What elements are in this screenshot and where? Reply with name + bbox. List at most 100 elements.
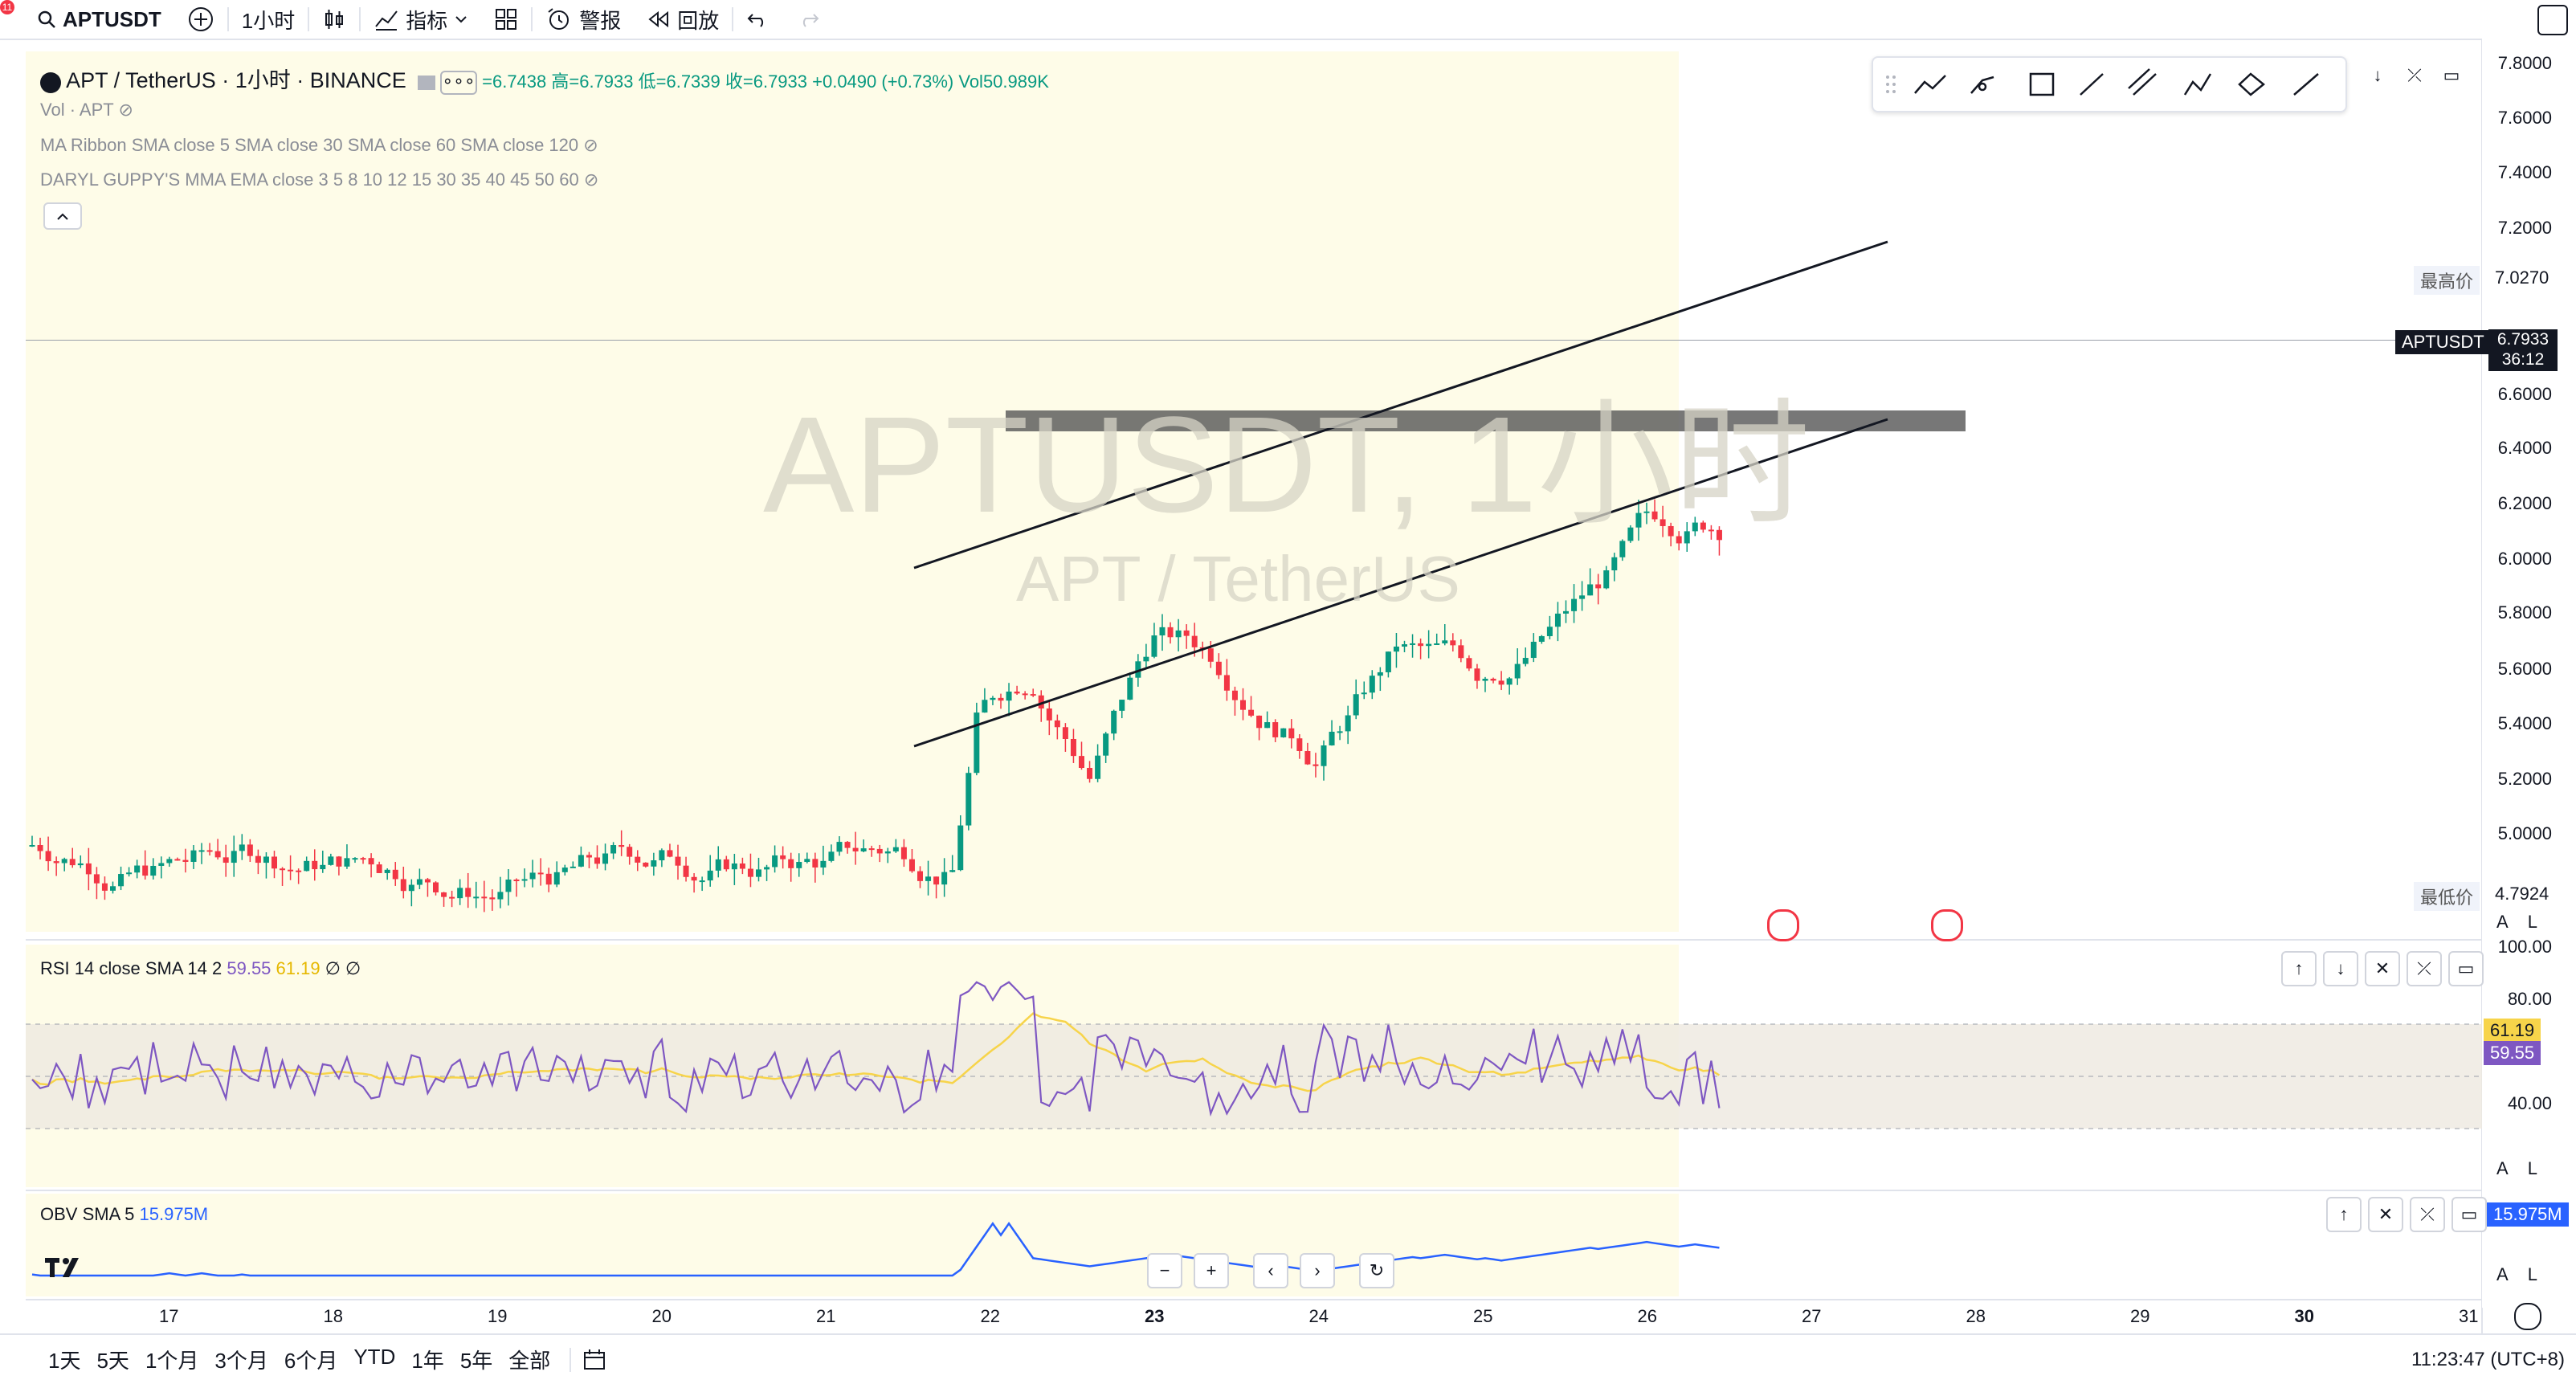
candle-body [376, 864, 382, 873]
us-event-icon[interactable] [1767, 909, 1799, 941]
redo-button[interactable] [783, 0, 833, 39]
candle-body [1256, 715, 1263, 729]
price-axis[interactable] [2482, 39, 2576, 1308]
high-price-value: 7.0270 [2495, 267, 2549, 288]
candle-body [296, 870, 302, 872]
indicators-button[interactable]: 指标 [361, 0, 481, 39]
chart-type-button[interactable] [309, 0, 359, 39]
collapse-legend-button[interactable] [43, 202, 82, 230]
move-down-icon[interactable]: ↓ [2323, 951, 2358, 986]
guppy-legend[interactable]: DARYL GUPPY'S MMA EMA close 3 5 8 10 12 … [40, 169, 598, 190]
zoom-in-button[interactable]: + [1194, 1253, 1229, 1288]
candle-body [1571, 598, 1578, 611]
maximize-icon[interactable]: ▭ [2451, 1197, 2487, 1232]
settings-gear-icon[interactable] [2514, 1303, 2541, 1330]
eye-hidden-icon[interactable]: ⊘ [583, 135, 598, 155]
range-button[interactable]: 1年 [411, 1349, 444, 1373]
candle-body [610, 845, 617, 854]
maximize-icon[interactable]: ▭ [2435, 59, 2468, 92]
clock[interactable]: 11:23:47 (UTC+8) [2411, 1348, 2565, 1370]
price-tick: 7.8000 [2497, 53, 2552, 73]
divider [308, 7, 310, 31]
candle-body [1418, 643, 1424, 647]
fullscreen-icon[interactable] [2537, 5, 2568, 35]
candle-body [1304, 750, 1311, 765]
divider [531, 7, 533, 31]
candle-body [1312, 764, 1319, 766]
date-tick: 26 [1637, 1306, 1657, 1326]
range-button[interactable]: 5天 [96, 1349, 129, 1373]
auto-scale-button[interactable]: A [2496, 1264, 2509, 1284]
layouts-button[interactable] [481, 0, 531, 39]
obv-pane[interactable] [26, 1194, 1679, 1296]
add-symbol-button[interactable] [174, 0, 227, 39]
ma-ribbon-legend[interactable]: MA Ribbon SMA close 5 SMA close 30 SMA c… [40, 135, 598, 156]
symbol-search[interactable]: APTUSDT [0, 0, 174, 39]
vol-legend[interactable]: Vol · APT ⊘ [40, 100, 133, 120]
candle-body [288, 869, 294, 872]
close-icon[interactable]: ✕ [2365, 951, 2400, 986]
rsi-legend[interactable]: RSI 14 close SMA 14 2 59.55 61.19 ∅ ∅ [40, 958, 361, 979]
collapse-icon[interactable]: ⤫ [2410, 1197, 2445, 1232]
us-event-icon[interactable] [1931, 909, 1963, 941]
price-tick: 5.6000 [2497, 659, 2552, 679]
range-button[interactable]: 1个月 [145, 1349, 199, 1373]
collapse-icon[interactable]: ⤫ [2407, 951, 2442, 986]
auto-scale-button[interactable]: A [2496, 912, 2509, 932]
candle-body [1280, 728, 1287, 737]
log-scale-button[interactable]: L [2527, 1264, 2537, 1284]
notification-badge[interactable]: 11 [0, 0, 14, 14]
eye-hidden-icon[interactable]: ⊘ [583, 169, 599, 190]
obv-line [31, 1222, 1720, 1277]
undo-button[interactable] [733, 0, 783, 39]
range-button[interactable]: 全部 [508, 1349, 551, 1373]
eye-hidden-icon[interactable]: ⊘ [118, 100, 133, 120]
resistance-zone [1006, 410, 1966, 431]
price-tick: 6.4000 [2497, 438, 2552, 458]
move-up-icon[interactable]: ↑ [2281, 951, 2317, 986]
candle-body [101, 883, 108, 891]
range-button[interactable]: 5年 [459, 1349, 493, 1373]
candle-body [1167, 627, 1174, 638]
auto-scale-button[interactable]: A [2496, 1158, 2509, 1178]
candle-body [1659, 519, 1666, 526]
main-chart-pane[interactable] [26, 51, 1679, 932]
chevron-down-icon[interactable] [454, 12, 468, 27]
candle-body [1466, 658, 1472, 669]
collapse-icon[interactable]: ⤫ [2398, 59, 2431, 92]
candle-body [1530, 641, 1537, 659]
main-legend: APT / TetherUS · 1小时 · BINANCE ∘∘∘ =6.74… [40, 63, 1049, 96]
legend-title[interactable]: APT / TetherUS · 1小时 · BINANCE [66, 68, 406, 92]
range-button[interactable]: 3个月 [214, 1349, 268, 1373]
range-button[interactable]: YTD [353, 1345, 396, 1369]
arrow-down-icon[interactable]: ↓ [2362, 59, 2394, 92]
move-up-icon[interactable]: ↑ [2326, 1197, 2362, 1232]
more-dots-icon[interactable]: ∘∘∘ [440, 71, 477, 96]
candle-body [675, 856, 681, 866]
maximize-icon[interactable]: ▭ [2448, 951, 2484, 986]
candle-body [1538, 635, 1545, 642]
close-icon[interactable]: ✕ [2368, 1197, 2403, 1232]
candle-body [441, 892, 447, 897]
zoom-out-button[interactable]: − [1147, 1253, 1182, 1288]
candle-body [61, 859, 67, 863]
reset-chart-button[interactable]: ↻ [1359, 1253, 1394, 1288]
flag-icon[interactable] [417, 76, 435, 91]
candle-body [158, 863, 165, 866]
obv-legend[interactable]: OBV SMA 5 15.975M [40, 1204, 208, 1225]
scroll-right-button[interactable]: › [1300, 1253, 1335, 1288]
zoom-controls: − + ‹ › ↻ [1147, 1253, 1394, 1288]
scroll-left-button[interactable]: ‹ [1253, 1253, 1288, 1288]
alert-button[interactable]: 警报 [533, 0, 634, 39]
candle-body [384, 869, 390, 873]
replay-button[interactable]: 回放 [634, 0, 732, 39]
range-button[interactable]: 6个月 [284, 1349, 338, 1373]
rsi-line [31, 981, 1721, 1117]
candle-body [85, 863, 92, 875]
range-button[interactable]: 1天 [48, 1349, 81, 1373]
date-range-icon[interactable] [582, 1348, 610, 1372]
date-tick: 29 [2130, 1306, 2150, 1326]
interval-button[interactable]: 1小时 [229, 0, 308, 39]
log-scale-button[interactable]: L [2527, 912, 2537, 932]
log-scale-button[interactable]: L [2527, 1158, 2537, 1178]
